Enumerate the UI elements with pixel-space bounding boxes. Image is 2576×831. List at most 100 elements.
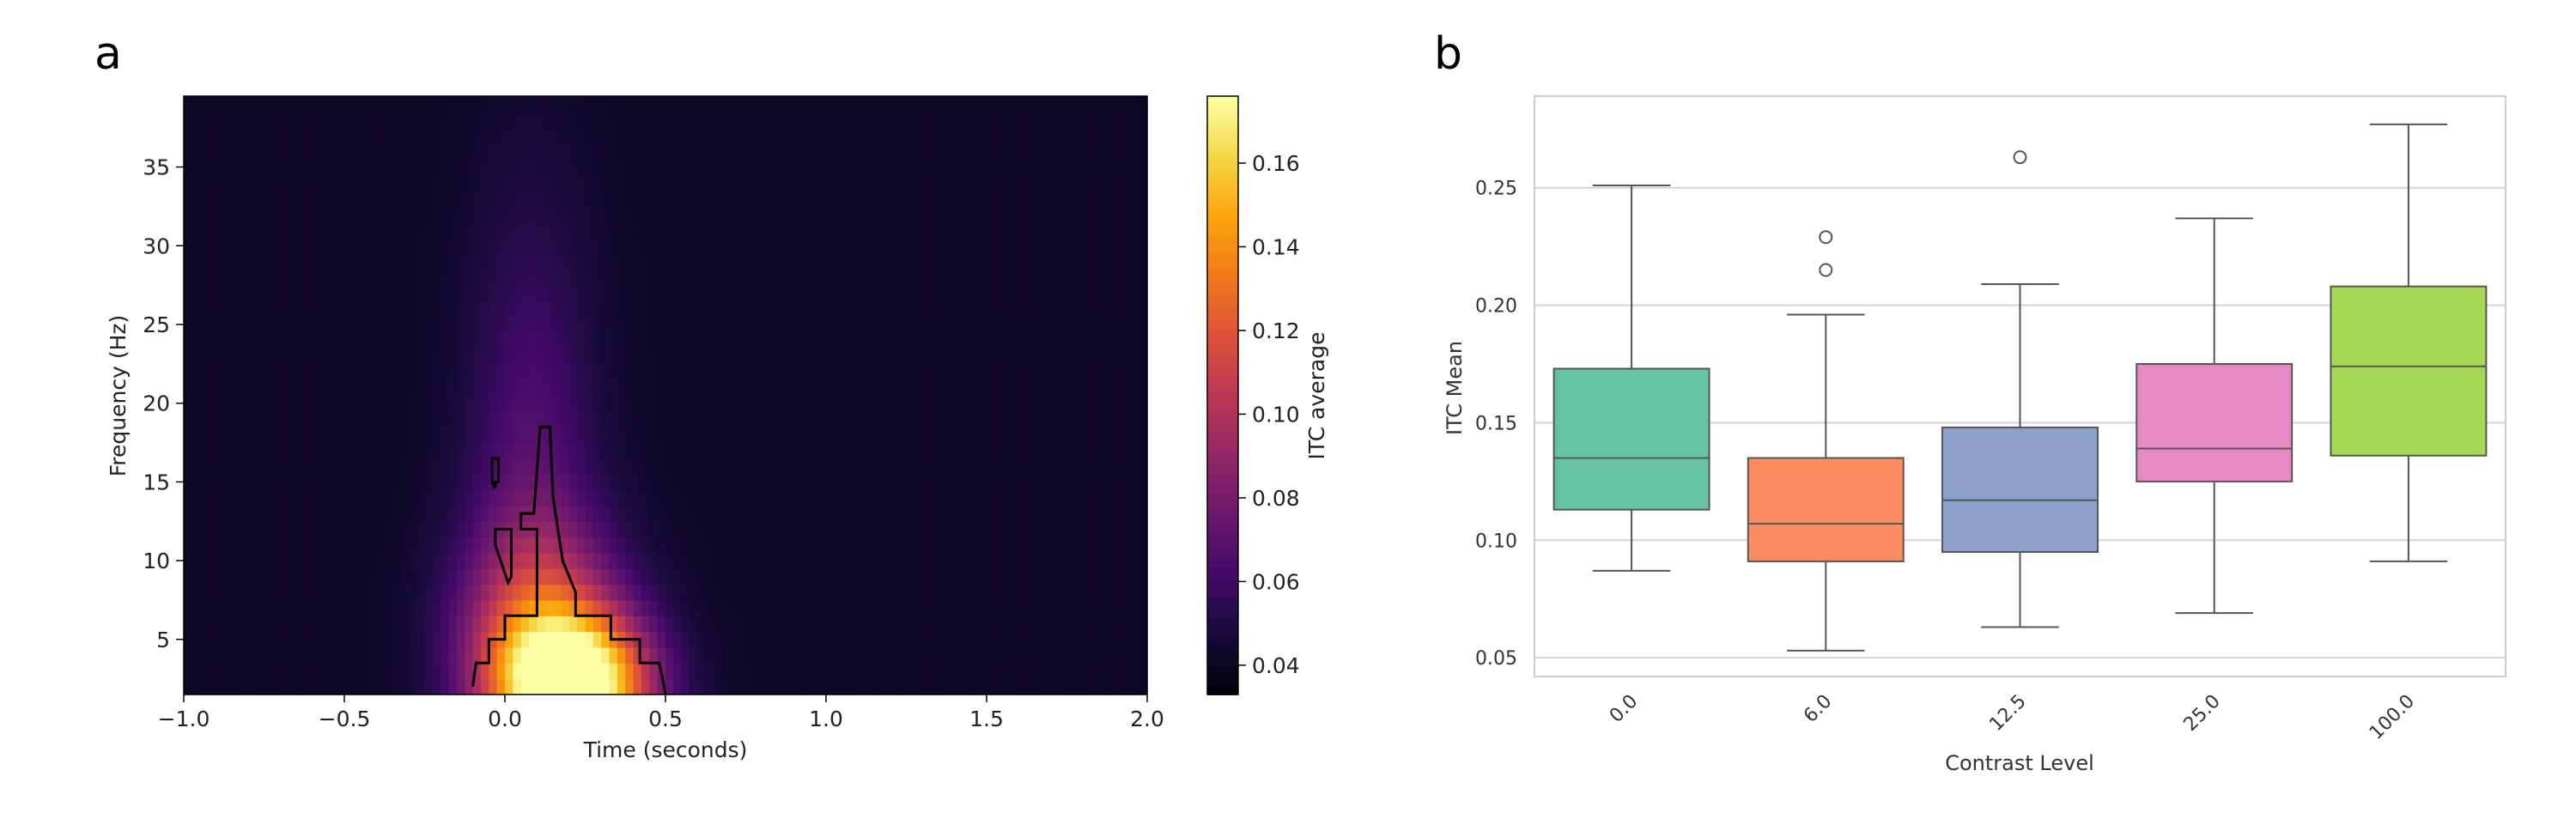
heatmap-cell [480,191,489,207]
heatmap-cell [199,285,209,302]
heatmap-cell [617,253,626,270]
heatmap-cell [938,221,947,239]
heatmap-cell [777,316,787,333]
heatmap-cell [1083,521,1092,538]
colorbar-swatch [1207,190,1238,196]
heatmap-cell [1131,489,1140,506]
heatmap-cell [360,253,369,270]
heatmap-cell [529,427,538,444]
heatmap-cell [1002,127,1012,144]
heatmap-cell [922,410,932,428]
heatmap-cell [1091,458,1100,475]
heatmap-cell [400,221,410,239]
heatmap-cell [1122,584,1132,601]
heatmap-cell [681,143,690,160]
heatmap-cell [810,348,819,365]
heatmap-cell [954,300,963,318]
heatmap-cell [914,474,923,491]
heatmap-cell [633,427,642,444]
heatmap-cell [304,159,313,176]
heatmap-cell [801,678,811,695]
heatmap-cell [577,599,586,616]
heatmap-cell [240,599,249,616]
heatmap-cell [641,238,650,255]
heatmap-cell [705,379,714,397]
heatmap-cell [1115,300,1124,318]
heatmap-cell [665,191,674,207]
heatmap-cell [376,96,386,112]
heatmap-cell [817,663,827,680]
heatmap-cell [191,395,201,412]
heatmap-cell [649,646,659,664]
heatmap-cell [738,127,747,144]
heatmap-cell [978,410,987,428]
heatmap-cell [472,127,482,144]
heatmap-cell [841,631,851,648]
heatmap-cell [1122,442,1132,459]
heatmap-cell [690,269,698,286]
heatmap-cell [561,112,570,129]
heatmap-cell [184,442,192,459]
heatmap-cell [1026,300,1036,318]
heatmap-cell [288,206,297,223]
heatmap-y-axis-title: Frequency (Hz) [106,315,131,477]
heatmap-cell [1091,474,1100,491]
heatmap-cell [384,96,393,112]
heatmap-cell [625,646,635,664]
heatmap-cell [762,379,771,397]
heatmap-cell [1074,332,1084,349]
heatmap-cell [304,112,313,129]
heatmap-cell [834,616,843,633]
heatmap-cell [697,127,707,144]
heatmap-cell [729,489,738,506]
heatmap-cell [465,584,474,601]
heatmap-cell [240,474,249,491]
heatmap-cell [376,300,386,318]
heatmap-cell [553,253,562,270]
heatmap-cell [705,631,714,648]
heatmap-cell [585,332,594,349]
heatmap-cell [753,316,762,333]
heatmap-cell [376,253,386,270]
heatmap-cell [328,568,337,585]
heatmap-cell [440,300,450,318]
heatmap-cell [295,395,305,412]
heatmap-cell [714,159,723,176]
x-tick-label: 12.5 [1985,691,2030,736]
heatmap-cell [882,489,891,506]
heatmap-cell [577,458,586,475]
heatmap-cell [432,206,441,223]
heatmap-cell [319,631,329,648]
heatmap-cell [400,348,410,365]
heatmap-cell [489,379,498,397]
heatmap-cell [456,616,465,633]
heatmap-cell [850,159,859,176]
heatmap-cell [312,191,321,207]
heatmap-cell [617,238,626,255]
colorbar-swatch [1207,664,1238,670]
heatmap-cell [665,127,674,144]
heatmap-cell [946,238,956,255]
heatmap-cell [319,552,329,569]
heatmap-cell [625,112,635,129]
heatmap-cell [529,300,538,318]
heatmap-cell [673,568,683,585]
heatmap-cell [1107,285,1116,302]
heatmap-cell [264,143,273,160]
heatmap-cell [368,521,377,538]
heatmap-cell [489,663,498,680]
heatmap-cell [440,442,450,459]
heatmap-cell [319,663,329,680]
heatmap-cell [577,678,586,695]
heatmap-cell [561,584,570,601]
heatmap-cell [906,631,915,648]
heatmap-cell [256,348,265,365]
heatmap-cell [874,112,884,129]
heatmap-cell [295,505,305,522]
heatmap-cell [424,505,434,522]
heatmap-cell [568,505,578,522]
heatmap-cell [721,221,731,239]
heatmap-cell [392,616,402,633]
heatmap-cell [489,253,498,270]
heatmap-cell [994,174,1004,191]
